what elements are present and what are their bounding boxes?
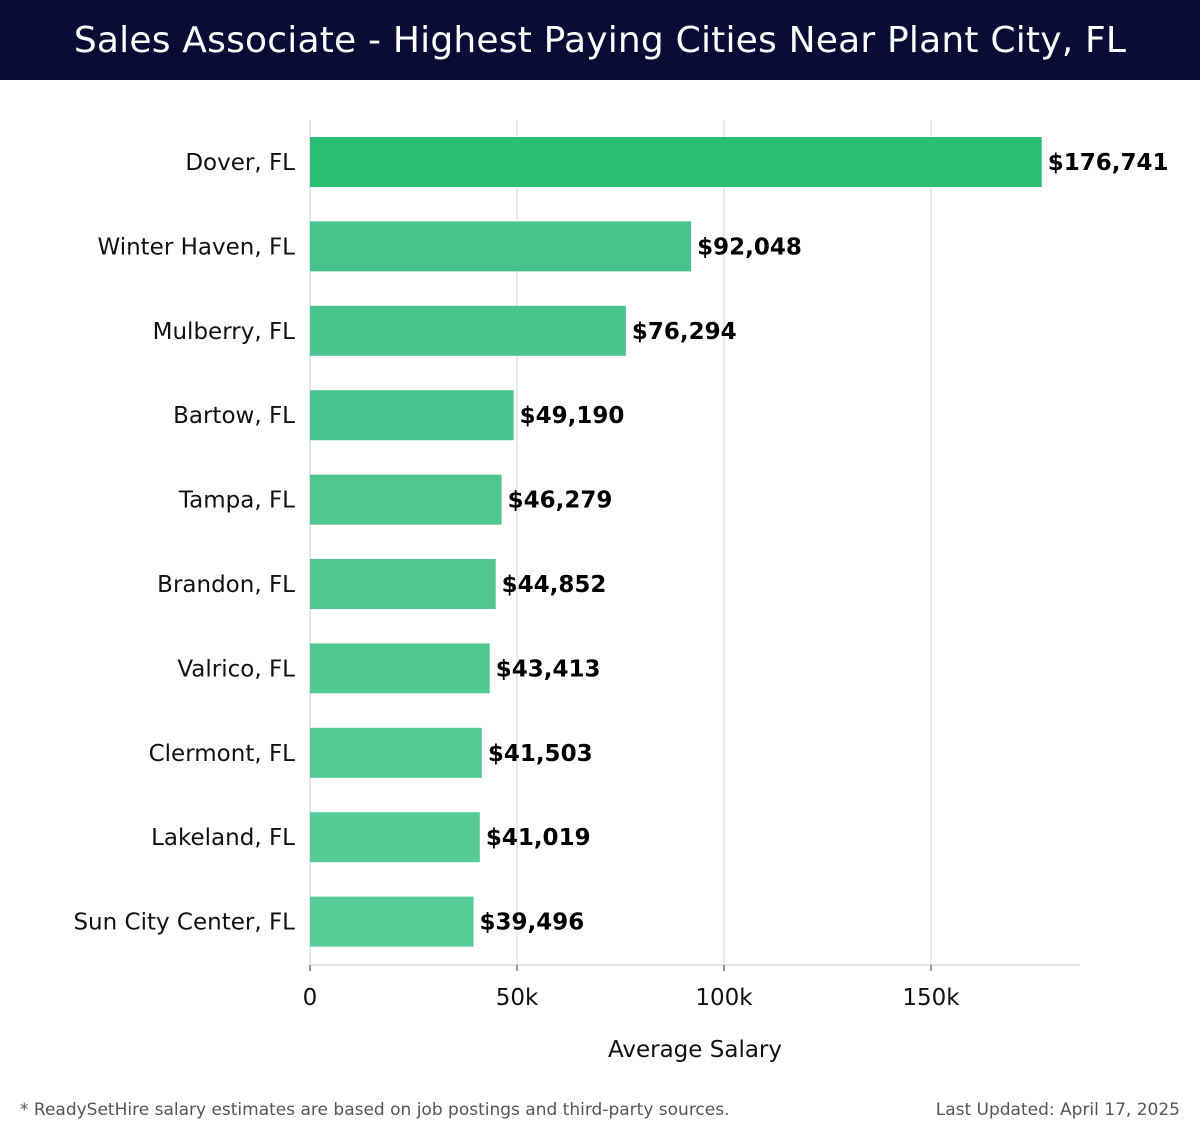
x-tick-label: 150k [902,985,960,1011]
bar-value-label: $49,190 [520,403,625,429]
category-label: Brandon, FL [157,572,295,598]
category-label: Bartow, FL [173,403,295,429]
bar [310,221,692,272]
bar-value-label: $39,496 [480,910,585,936]
bar [310,474,502,525]
category-label: Valrico, FL [177,656,295,682]
category-label: Sun City Center, FL [73,910,295,936]
x-axis-title: Average Salary [608,1037,782,1063]
last-updated: Last Updated: April 17, 2025 [935,1100,1180,1120]
bar [310,137,1042,187]
bar-value-label: $41,503 [488,741,593,767]
category-label: Winter Haven, FL [97,234,295,260]
bar-value-label: $44,852 [502,572,607,598]
bar [310,559,496,609]
bar-value-label: $43,413 [496,656,601,682]
bar [310,305,626,356]
category-label: Tampa, FL [178,488,295,514]
bar-value-label: $76,294 [632,319,737,345]
bar [310,727,482,778]
category-label: Clermont, FL [149,741,296,767]
category-label: Mulberry, FL [153,319,296,345]
bar-value-label: $92,048 [697,234,802,260]
bar-value-label: $46,279 [508,488,613,514]
bar [310,390,514,441]
footer-note: * ReadySetHire salary estimates are base… [20,1100,730,1120]
x-tick-label: 0 [303,985,318,1011]
x-tick-label: 100k [695,985,753,1011]
chart-header: Sales Associate - Highest Paying Cities … [0,0,1200,80]
bar-value-label: $176,741 [1048,150,1169,176]
bar [310,812,480,863]
salary-bar-chart: 0 50k 100k 150k Average Salary $176,741 Dover,… [73,120,1169,1063]
category-label: Dover, FL [185,150,295,176]
chart-title: Sales Associate - Highest Paying Cities … [73,19,1127,61]
category-label: Lakeland, FL [151,825,295,851]
bar [310,896,474,947]
bar-value-label: $41,019 [486,825,591,851]
x-tick-label: 50k [496,985,539,1011]
bar [310,643,490,694]
